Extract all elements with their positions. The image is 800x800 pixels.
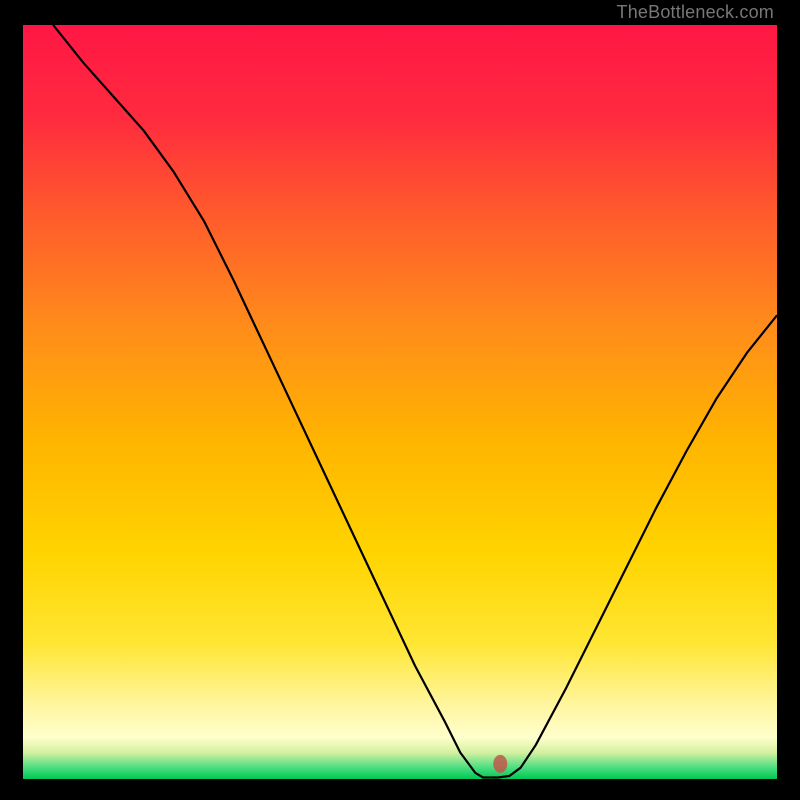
bottleneck-curve-svg <box>23 25 777 779</box>
chart-frame: TheBottleneck.com <box>0 0 800 800</box>
bottleneck-marker <box>493 755 507 773</box>
watermark-text: TheBottleneck.com <box>617 2 774 23</box>
plot-area <box>23 25 777 779</box>
bottleneck-curve <box>53 25 777 777</box>
